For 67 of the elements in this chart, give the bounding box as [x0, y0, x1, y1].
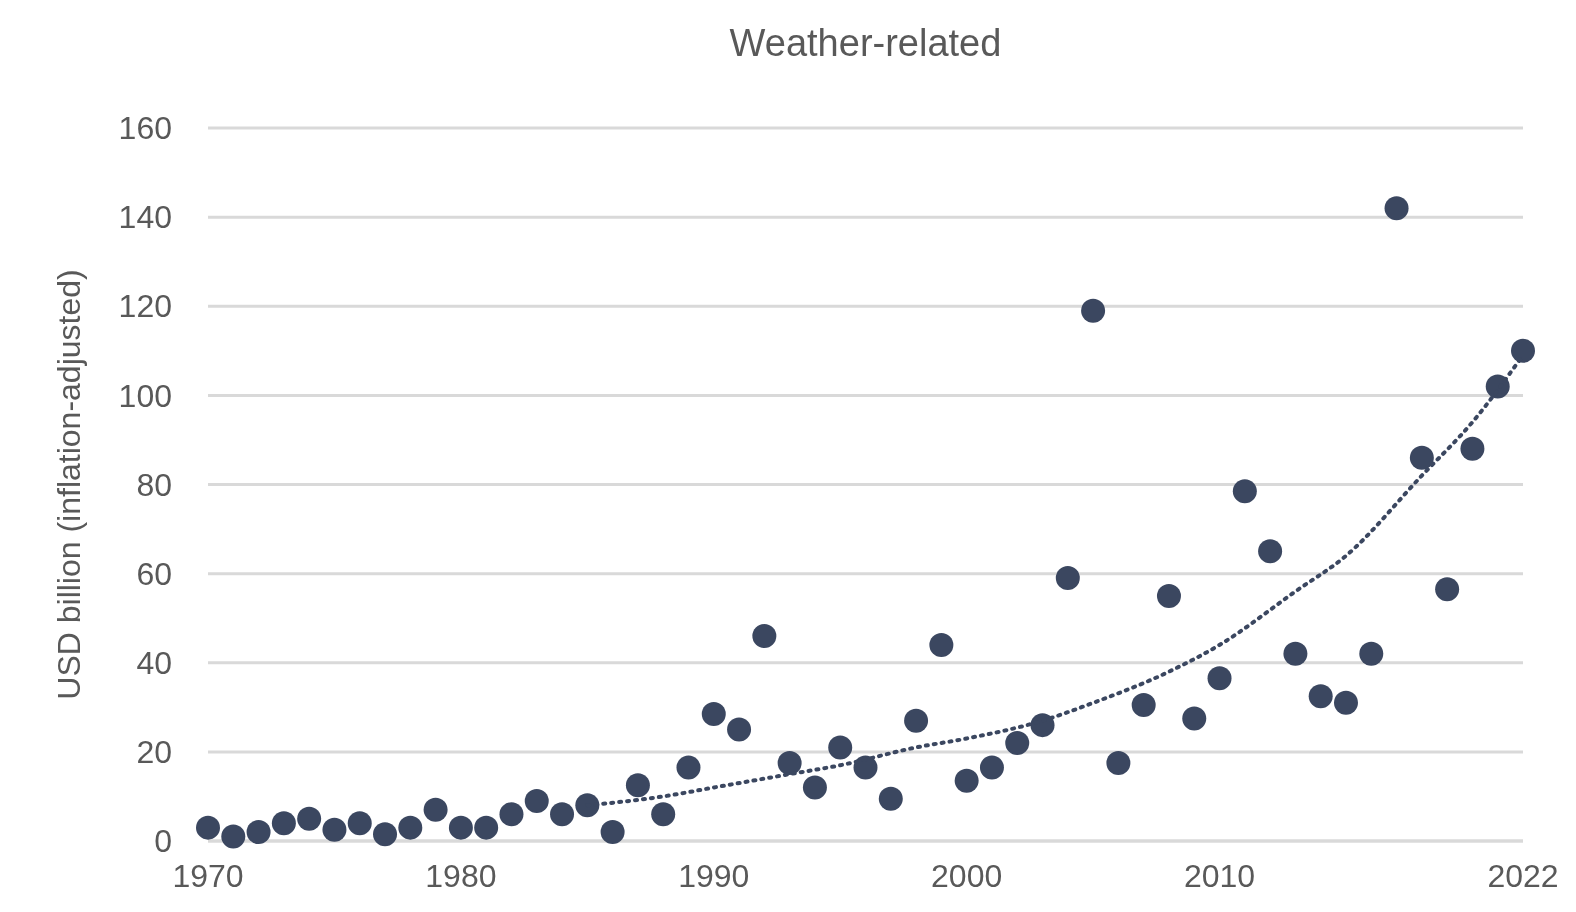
y-tick-label: 40: [136, 644, 172, 681]
point: [1081, 298, 1106, 323]
point: [701, 702, 726, 726]
point: [676, 755, 701, 780]
point: [1055, 566, 1080, 591]
point: [322, 817, 347, 842]
point: [1308, 684, 1333, 709]
point: [1359, 641, 1384, 666]
point: [828, 735, 853, 760]
point: [1182, 706, 1207, 731]
point: [246, 820, 271, 845]
y-tick-label: 80: [136, 466, 172, 503]
y-tick-label: 0: [154, 823, 172, 860]
point: [1435, 577, 1460, 602]
y-tick-label: 140: [118, 199, 172, 236]
point: [1232, 479, 1257, 504]
point: [954, 768, 979, 793]
point: [499, 802, 524, 827]
point: [878, 786, 903, 811]
point: [550, 802, 575, 827]
point: [1131, 693, 1156, 718]
point: [1106, 751, 1131, 776]
point: [373, 822, 398, 847]
point: [1005, 730, 1030, 755]
point: [651, 802, 676, 827]
point: [1409, 445, 1434, 470]
point: [777, 751, 802, 776]
point: [1207, 666, 1232, 691]
chart-title: Weather-related: [729, 22, 1002, 64]
point: [196, 815, 220, 840]
point: [1333, 690, 1358, 715]
y-tick-label: 60: [136, 555, 172, 592]
point: [904, 708, 929, 733]
point: [347, 811, 372, 836]
point: [1156, 583, 1181, 608]
point: [474, 815, 499, 840]
point: [1384, 196, 1409, 221]
y-axis-title: USD billion (inflation-adjusted): [51, 269, 87, 700]
x-tick-label: 2010: [1183, 858, 1256, 894]
point: [625, 773, 650, 798]
point: [979, 755, 1004, 780]
y-tick-label: 160: [118, 110, 172, 147]
x-tick-label: 1980: [425, 858, 497, 894]
point: [575, 793, 600, 818]
point: [271, 811, 296, 836]
point: [448, 815, 473, 840]
point: [1283, 641, 1308, 666]
point: [524, 788, 549, 813]
y-tick-label: 120: [118, 288, 172, 325]
point: [600, 820, 625, 845]
point: [929, 632, 954, 657]
point: [1511, 338, 1535, 363]
point: [1460, 436, 1485, 461]
point: [297, 806, 322, 831]
x-tick-label: 2022: [1487, 858, 1559, 894]
x-tick-label: 1990: [678, 858, 750, 894]
point: [1258, 539, 1283, 564]
x-tick-label: 2000: [931, 858, 1003, 894]
point: [727, 717, 752, 742]
x-tick-label: 1970: [172, 858, 244, 894]
point: [221, 824, 246, 849]
point: [398, 815, 423, 840]
y-tick-label: 20: [136, 734, 172, 771]
point: [802, 775, 827, 800]
y-tick-label: 100: [118, 377, 172, 414]
point: [423, 797, 448, 822]
point: [752, 624, 777, 649]
